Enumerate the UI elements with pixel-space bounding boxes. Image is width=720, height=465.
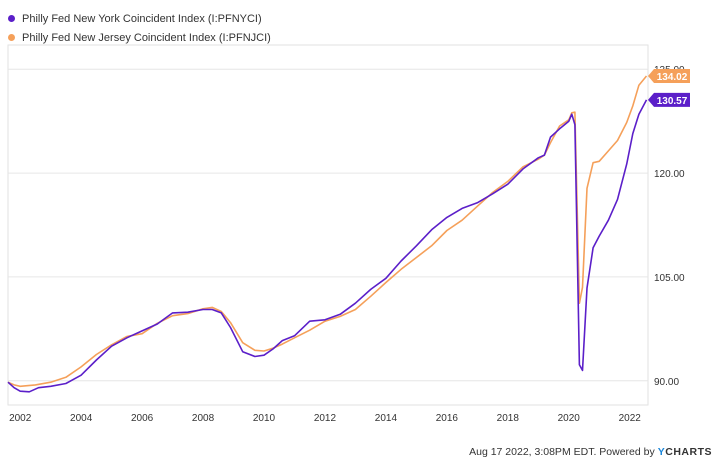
series-line-nj [7, 75, 648, 388]
last-value-label: 130.57 [657, 96, 688, 107]
x-tick-label: 2004 [70, 413, 93, 424]
ycharts-logo-text: CHARTS [665, 446, 712, 458]
series-lines [7, 75, 648, 393]
last-value-labels: 130.57 134.02 [648, 69, 690, 107]
footer-timestamp: Aug 17 2022, 3:08PM EDT. [469, 446, 597, 458]
x-tick-labels: 2002 2004 2006 2008 2010 2012 2014 2016 2018 2020… [9, 413, 641, 424]
footer-credit: Aug 17 2022, 3:08PM EDT. Powered by YCHA… [469, 446, 712, 458]
legend-dot-ny [8, 15, 15, 22]
last-value-flag-bg [648, 69, 690, 84]
last-value-flag-nj: 134.02 [648, 69, 690, 84]
x-tick-label: 2018 [497, 413, 520, 424]
footer-powered-by: Powered by [599, 446, 655, 458]
ycharts-logo-y: Y [657, 446, 666, 458]
x-tick-label: 2008 [192, 413, 215, 424]
legend-item-nj[interactable]: Philly Fed New Jersey Coincident Index (… [8, 28, 271, 47]
plot-frame [7, 44, 649, 406]
x-tick-label: 2006 [131, 413, 154, 424]
y-tick-label: 105.00 [654, 273, 685, 284]
legend-item-ny[interactable]: Philly Fed New York Coincident Index (I:… [8, 9, 271, 28]
x-tick-label: 2002 [9, 413, 32, 424]
x-tick-label: 2020 [558, 413, 581, 424]
x-tick-label: 2016 [436, 413, 459, 424]
legend-dot-nj [8, 34, 15, 41]
x-tick-label: 2010 [253, 413, 276, 424]
x-tick-label: 2014 [375, 413, 398, 424]
last-value-flag-ny: 130.57 [648, 92, 690, 107]
y-tick-label: 120.00 [654, 169, 685, 180]
ycharts-logo[interactable]: YCHARTS [658, 446, 712, 458]
legend: Philly Fed New York Coincident Index (I:… [8, 9, 271, 47]
y-tick-label: 90.00 [654, 377, 679, 388]
last-value-label: 134.02 [657, 72, 688, 83]
legend-label-nj: Philly Fed New Jersey Coincident Index (… [22, 31, 271, 44]
y-gridlines [8, 68, 648, 382]
series-line-ny [7, 99, 648, 393]
legend-label-ny: Philly Fed New York Coincident Index (I:… [22, 12, 262, 25]
x-tick-label: 2012 [314, 413, 337, 424]
x-tick-label: 2022 [619, 413, 642, 424]
last-value-flag-bg [648, 92, 690, 107]
